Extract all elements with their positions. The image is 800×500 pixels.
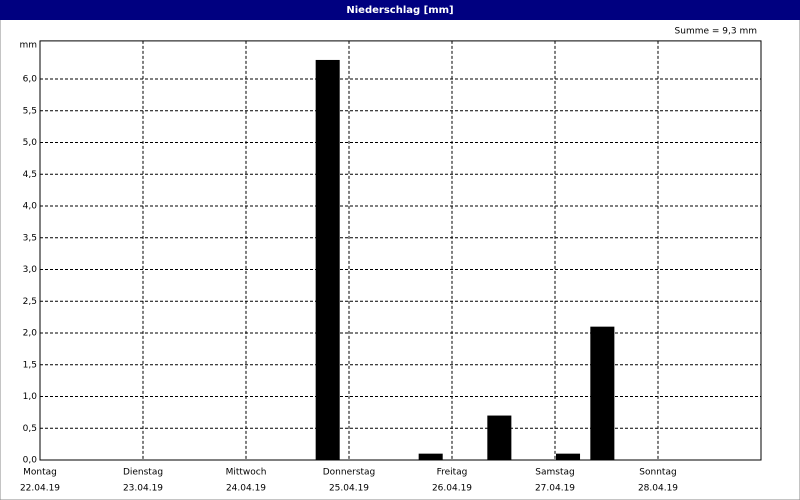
title-bar [0, 0, 800, 20]
x-tick-label: Dienstag [123, 468, 163, 478]
x-date-label: 26.04.19 [432, 484, 472, 494]
x-tick-label: Montag [23, 468, 57, 478]
bar [315, 59, 340, 460]
x-date-label: 25.04.19 [329, 484, 369, 494]
y-tick-label: 3,5 [23, 233, 37, 243]
y-tick-label: 5,0 [23, 138, 38, 148]
y-tick-label: 5,5 [23, 106, 37, 116]
x-tick-label: Sonntag [639, 468, 676, 478]
x-date-label: 27.04.19 [535, 484, 575, 494]
y-tick-label: 4,0 [23, 202, 38, 212]
y-tick-label: 4,5 [23, 170, 37, 180]
y-tick-label: 6,0 [23, 75, 38, 85]
x-tick-label: Samstag [535, 468, 574, 478]
x-date-label: 24.04.19 [226, 484, 266, 494]
y-tick-label: 1,0 [23, 392, 38, 402]
y-tick-label: 0,0 [23, 456, 38, 466]
x-tick-label: Donnerstag [323, 468, 376, 478]
y-tick-label: 2,5 [23, 297, 37, 307]
annotation: Summe = 9,3 mm [675, 27, 757, 37]
x-date-label: 22.04.19 [20, 484, 60, 494]
y-tick-label: 2,0 [23, 329, 38, 339]
y-unit: mm [19, 41, 37, 51]
y-tick-label: 0,5 [23, 424, 37, 434]
bar [418, 453, 443, 460]
x-date-label: 23.04.19 [123, 484, 163, 494]
bar [487, 415, 512, 460]
bar [590, 326, 615, 460]
x-date-label: 28.04.19 [638, 484, 678, 494]
chart-title: Niederschlag [mm] [346, 5, 453, 16]
y-tick-label: 1,5 [23, 360, 37, 370]
y-tick-label: 3,0 [23, 265, 38, 275]
x-tick-label: Freitag [437, 468, 468, 478]
bar [556, 453, 581, 460]
x-tick-label: Mittwoch [226, 468, 267, 478]
plot-frame [39, 40, 762, 461]
